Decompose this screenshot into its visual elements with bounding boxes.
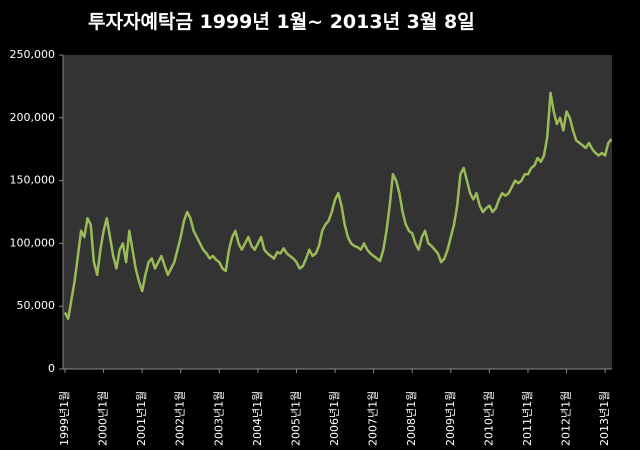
x-tick-label: 2013년1월	[598, 391, 611, 446]
x-tick-label: 2004년1월	[251, 391, 264, 446]
x-tick-label: 2008년1월	[405, 391, 418, 446]
y-tick-label: 150,000	[10, 174, 56, 187]
x-tick-label: 2002년1월	[174, 391, 187, 446]
x-tick-label: 2012년1월	[560, 391, 573, 446]
data-line	[63, 91, 613, 321]
plot-area	[63, 55, 612, 369]
x-tick-label: 2006년1월	[328, 391, 341, 446]
x-tick-label: 2005년1월	[289, 391, 302, 446]
x-tick-label: 2007년1월	[367, 391, 380, 446]
x-tick-label: 2011년1월	[521, 391, 534, 446]
x-tick-label: 1999년1월	[58, 391, 71, 446]
x-tick-label: 2010년1월	[482, 391, 495, 446]
y-tick-label: 100,000	[10, 236, 56, 249]
y-tick-label: 250,000	[10, 48, 56, 61]
y-tick-label: 200,000	[10, 111, 56, 124]
x-tick-label: 2000년1월	[97, 391, 110, 446]
x-tick-label: 2001년1월	[135, 391, 148, 446]
y-tick-label: 0	[48, 362, 55, 375]
x-tick-label: 2009년1월	[444, 391, 457, 446]
x-tick-label: 2003년1월	[212, 391, 225, 446]
y-tick-label: 50,000	[17, 299, 56, 312]
chart-title: 투자자예탁금 1999년 1월~ 2013년 3월 8일	[88, 11, 475, 33]
